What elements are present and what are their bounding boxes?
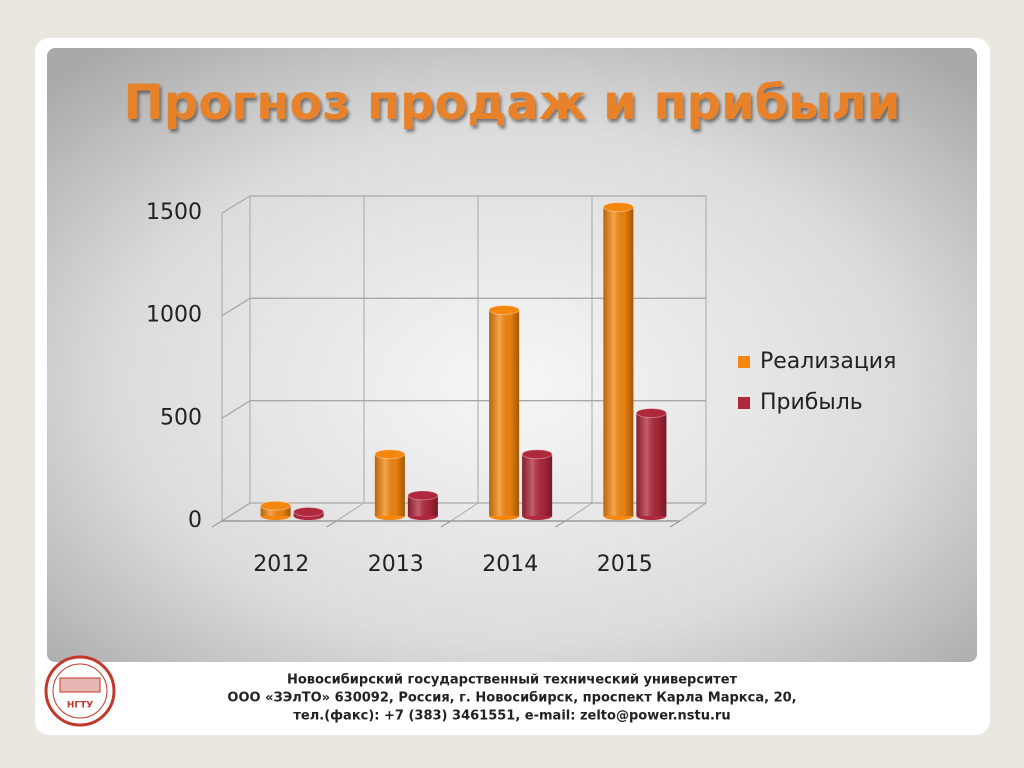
y-tick-label: 1500 — [146, 200, 202, 225]
tick-mark — [555, 520, 566, 528]
grid-line — [221, 297, 251, 317]
floor-line — [679, 502, 707, 522]
floor-line — [450, 502, 479, 522]
y-tick-label: 500 — [160, 405, 202, 430]
bar-shade — [603, 207, 634, 516]
footer-line: ООО «ЗЭлТО» 630092, Россия, г. Новосибир… — [227, 691, 796, 706]
y-tick-label: 0 — [188, 508, 202, 533]
logo-text: НГТУ — [67, 701, 93, 711]
bar-shade — [260, 505, 291, 516]
x-tick-label: 2012 — [253, 552, 309, 577]
chart-title: Прогноз продаж и прибыли — [124, 75, 901, 131]
tick-mark — [326, 520, 337, 528]
tick-mark — [440, 520, 452, 528]
legend-swatch — [738, 397, 750, 409]
bar-cap — [488, 305, 520, 315]
bar-cap — [260, 500, 292, 511]
logo-building — [59, 677, 101, 693]
bar-cap — [374, 449, 406, 460]
legend-swatch — [738, 356, 750, 368]
bar-cap — [407, 490, 439, 501]
x-tick-label: 2014 — [482, 552, 538, 577]
footer-line: тел.(факс): +7 (383) 3461551, e-mail: ze… — [293, 709, 730, 724]
bar-shade — [374, 454, 405, 516]
bar-cap — [521, 449, 553, 460]
footer-line: Новосибирский государственный технически… — [287, 673, 738, 688]
x-tick-label: 2015 — [597, 552, 653, 577]
x-tick-label: 2013 — [368, 552, 424, 577]
bar-cap — [602, 202, 634, 212]
bar-cap — [635, 408, 667, 418]
legend-label: Прибыль — [760, 390, 863, 415]
legend-label: Реализация — [760, 349, 896, 374]
floor-line — [336, 502, 365, 522]
bar-shade — [407, 495, 438, 516]
tick-mark — [211, 520, 223, 528]
floor-line — [221, 502, 251, 522]
bar-shade — [522, 454, 553, 516]
logo-inner — [52, 663, 108, 719]
floor-line — [565, 502, 593, 522]
bar-shade — [489, 310, 520, 516]
bar-shade — [636, 413, 667, 516]
y-tick-label: 1000 — [146, 303, 202, 328]
grid-line — [221, 400, 251, 419]
grid-line — [221, 195, 251, 214]
tick-mark — [669, 520, 681, 528]
bar-cap — [293, 506, 325, 517]
